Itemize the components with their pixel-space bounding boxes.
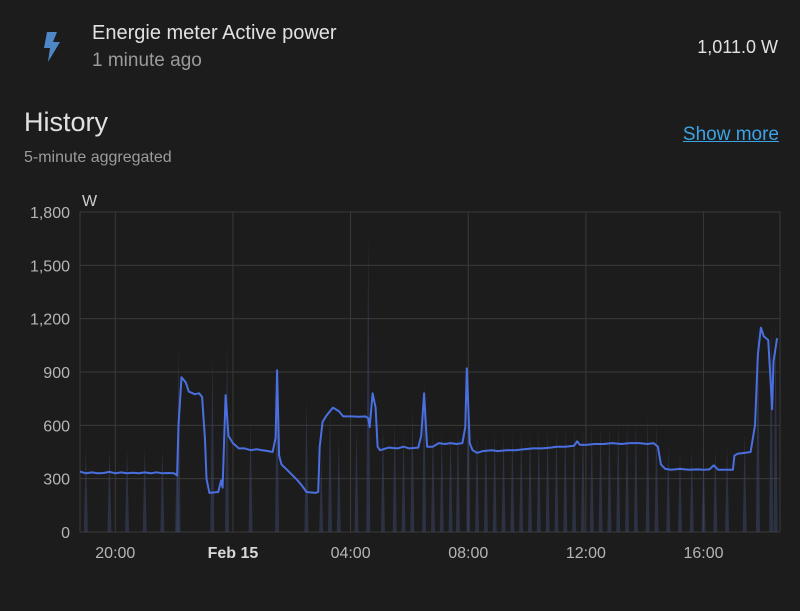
y-tick-label: 600 — [43, 418, 70, 435]
minmax-spike — [572, 425, 577, 532]
minmax-spike — [633, 423, 638, 532]
minmax-spike — [401, 432, 406, 532]
minmax-spike — [248, 421, 253, 532]
minmax-spike — [225, 340, 230, 532]
minmax-spike — [210, 354, 215, 532]
minmax-spike — [125, 448, 130, 532]
minmax-spike — [545, 428, 550, 532]
minmax-spike — [519, 430, 524, 532]
minmax-spike — [448, 432, 453, 532]
y-tick-label: 1,200 — [30, 312, 70, 329]
minmax-spike — [380, 425, 385, 532]
show-more-link[interactable]: Show more — [682, 124, 779, 145]
minmax-spike — [713, 448, 718, 532]
y-axis-unit: W — [82, 193, 98, 210]
minmax-spike — [304, 398, 309, 532]
minmax-spike — [755, 322, 760, 532]
lightning-bolt-icon — [44, 32, 60, 62]
y-tick-label: 900 — [43, 365, 70, 382]
minmax-spike — [455, 425, 460, 532]
y-tick-label: 1,800 — [30, 205, 70, 222]
minmax-spike — [475, 432, 480, 532]
minmax-spike — [598, 425, 603, 532]
minmax-spike — [528, 430, 532, 532]
minmax-spike — [689, 450, 694, 532]
entity-name: Energie meter Active power — [92, 22, 337, 44]
history-chart[interactable]: 0 300 600 900 1,200 1,500 1,800 20:00 Feb 15 04:0… — [0, 185, 800, 565]
history-title: History — [24, 107, 109, 137]
x-tick-label: 12:00 — [566, 545, 606, 562]
x-tick-label: 20:00 — [95, 545, 135, 562]
minmax-spike — [492, 432, 497, 532]
minmax-spike — [319, 457, 324, 532]
x-tick-label: 04:00 — [331, 545, 371, 562]
minmax-spike — [83, 448, 88, 532]
minmax-spike — [645, 416, 650, 532]
entity-row[interactable]: Energie meter Active power 1 minute ago … — [0, 0, 800, 90]
x-tick-label: Feb 15 — [208, 545, 259, 562]
minmax-spike — [275, 357, 280, 532]
minmax-spike — [563, 427, 568, 532]
x-tick-label: 08:00 — [448, 545, 488, 562]
minmax-spike — [536, 430, 541, 532]
minmax-spike — [616, 423, 621, 532]
minmax-spike — [580, 425, 585, 532]
minmax-spike — [430, 428, 435, 532]
minmax-spike — [366, 235, 371, 532]
history-subtitle: 5-minute aggregated — [24, 149, 172, 166]
minmax-spike — [725, 446, 730, 532]
minmax-spike — [328, 407, 332, 532]
minmax-spike — [410, 407, 415, 532]
minmax-spike — [336, 439, 341, 532]
minmax-spike — [107, 448, 112, 532]
y-tick-label: 300 — [43, 472, 70, 489]
minmax-spike — [483, 432, 488, 532]
minmax-spike — [678, 450, 682, 532]
minmax-spike — [142, 448, 147, 532]
x-tick-label: 16:00 — [684, 545, 724, 562]
minmax-spike — [654, 421, 659, 532]
minmax-spike — [554, 428, 559, 532]
minmax-spike — [742, 434, 747, 532]
minmax-spike — [510, 432, 515, 532]
minmax-spike — [466, 354, 471, 532]
power-series-line — [79, 326, 779, 494]
entity-state-value: 1,011.0 W — [697, 37, 778, 57]
minmax-spike — [354, 428, 359, 532]
minmax-spike — [422, 380, 427, 532]
minmax-spike — [769, 318, 774, 532]
entity-last-changed: 1 minute ago — [92, 50, 202, 71]
y-tick-label: 1,500 — [30, 258, 70, 275]
y-tick-label: 0 — [61, 525, 70, 542]
minmax-spike — [666, 446, 671, 532]
minmax-spike — [625, 423, 630, 532]
minmax-spike — [589, 425, 594, 532]
minmax-spike — [160, 448, 165, 532]
minmax-spike — [607, 425, 612, 532]
minmax-spike — [439, 432, 444, 532]
minmax-spike — [501, 432, 506, 532]
minmax-spike — [392, 421, 397, 532]
minmax-spike — [701, 450, 706, 532]
minmax-spike — [773, 322, 778, 532]
